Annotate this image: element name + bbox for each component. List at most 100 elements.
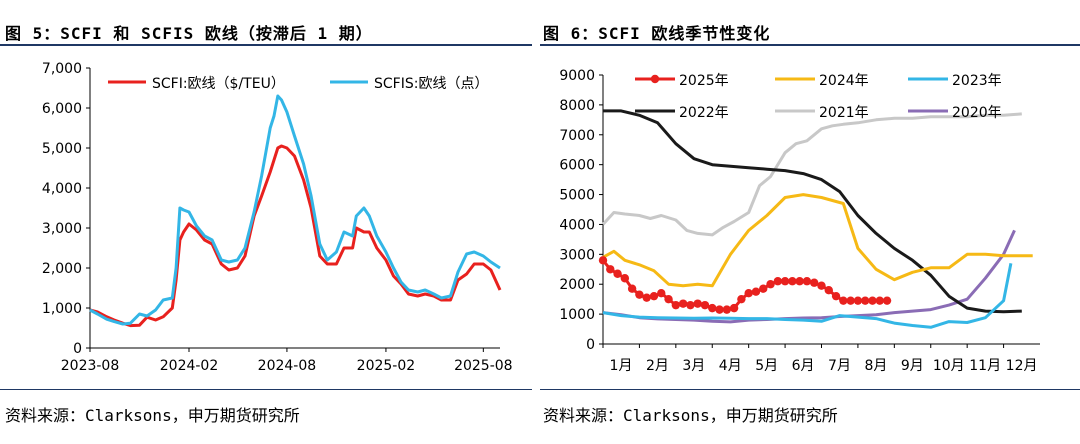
source-rule-left [0,389,532,390]
series-point-2025 [678,299,688,308]
y-tick-label: 8000 [559,98,595,114]
series-point-2025 [671,300,681,310]
y-tick-label: 4,000 [42,181,82,197]
y-tick-label: 0 [73,341,82,357]
series-point-2025 [817,281,826,290]
series-point-2025 [744,288,753,298]
x-tick-label: 8月 [864,358,887,374]
title-rule-right [540,44,1080,46]
series-line-scfi [89,144,502,328]
series-point-2025 [839,296,848,305]
x-tick-label: 2023-08 [61,358,120,374]
x-tick-label: 9月 [901,358,924,374]
series-point-2025 [810,278,819,287]
series-point-2025 [627,284,637,293]
series-point-2025 [737,294,746,304]
series-point-2025 [657,288,666,298]
series-point-2025 [715,305,724,314]
legend-label-scfi: SCFI:欧线（$/TEU） [152,76,285,92]
y-tick-label: 5000 [559,188,595,204]
legend-label-2024: 2024年 [819,73,869,89]
y-tick-label: 1,000 [42,301,82,317]
series-point-2025 [868,296,877,305]
series-point-2025 [861,296,870,305]
series-point-2025 [693,299,702,308]
x-tick-label: 12月 [1006,358,1038,374]
series-point-2025 [598,256,608,265]
y-tick-label: 7000 [559,128,595,144]
series-line-scfis [89,94,501,326]
series-point-2025 [729,303,739,313]
y-tick-label: 6000 [559,158,595,174]
series-point-2025 [686,300,695,310]
y-tick-label: 3000 [559,247,595,263]
series-point-2025 [606,265,615,274]
series-point-2025 [853,296,863,305]
series-point-2025 [759,284,768,293]
x-tick-label: 2025-08 [454,358,513,374]
series-point-2025 [722,305,732,314]
legend-label-scfis: SCFIS:欧线（点） [374,76,488,92]
x-tick-label: 5月 [755,358,778,374]
scfi-scfis-chart: 0 1,000 2,000 3,000 4,000 5,000 6,000 7,000 2023… [42,61,513,374]
x-tick-label: 1月 [610,358,633,374]
x-tick-label: 10月 [933,358,965,374]
series-point-2025 [773,277,782,286]
series-point-2025 [846,296,855,305]
series-point-2025 [875,296,884,305]
y-tick-label: 5,000 [42,141,82,157]
x-tick-label: 11月 [969,358,1001,374]
series-point-2025 [802,277,812,286]
y-tick-label: 1000 [559,307,595,323]
series-point-2025 [642,293,651,302]
y-tick-label: 6,000 [42,101,82,117]
x-tick-label: 2月 [646,358,669,374]
y-tick-label: 7,000 [42,61,82,77]
series-point-2025 [751,287,761,296]
source-rule-right [540,389,1080,390]
series-line-2023 [602,263,1013,329]
series-point-2025 [649,291,659,301]
seasonal-chart: 0 1000 2000 3000 4000 5000 6000 7000 8000 9000 1月 2… [559,68,1040,374]
series-point-2025 [708,303,717,313]
series-point-2025 [788,277,797,286]
y-tick-label: 3,000 [42,221,82,237]
series-line-2024 [602,193,1033,288]
x-tick-label: 6月 [792,358,815,374]
series-point-2025 [882,296,892,305]
x-tick-label: 7月 [828,358,851,374]
legend-marker-2025 [650,74,660,84]
figure-6-source: 资料来源：Clarksons，申万期货研究所 [543,406,838,425]
series-line-2022 [603,109,1022,314]
series-line-2021 [601,112,1022,237]
x-tick-label: 3月 [682,358,705,374]
legend-label-2023: 2023年 [952,73,1002,89]
series-point-2025 [780,277,790,286]
series-point-2025 [635,290,644,299]
title-rule-left [0,44,532,46]
series-line-2020 [602,229,1016,324]
x-tick-label: 2025-02 [357,358,416,374]
figure-6-title: 图 6：SCFI 欧线季节性变化 [543,24,771,43]
legend-label-2022: 2022年 [679,105,729,121]
y-tick-label: 0 [586,337,595,353]
x-tick-label: 4月 [719,358,742,374]
series-point-2025 [664,294,673,304]
y-tick-label: 2,000 [42,261,82,277]
series-point-2025 [831,291,841,301]
legend-label-2025: 2025年 [679,73,729,89]
x-tick-label: 2024-02 [160,358,219,374]
legend-label-2021: 2021年 [819,105,869,121]
series-point-2025 [795,277,804,286]
series-point-2025 [766,280,775,289]
series-point-2025 [620,274,630,283]
legend-label-2020: 2020年 [952,105,1002,121]
series-point-2025 [613,269,622,278]
figure-5-source: 资料来源：Clarksons，申万期货研究所 [5,406,300,425]
y-tick-label: 2000 [559,277,595,293]
series-point-2025 [700,300,710,310]
y-tick-label: 9000 [559,68,595,84]
figure-5-title: 图 5：SCFI 和 SCFIS 欧线（按滞后 1 期） [5,24,373,43]
y-tick-label: 4000 [559,217,595,233]
x-tick-label: 2024-08 [258,358,317,374]
